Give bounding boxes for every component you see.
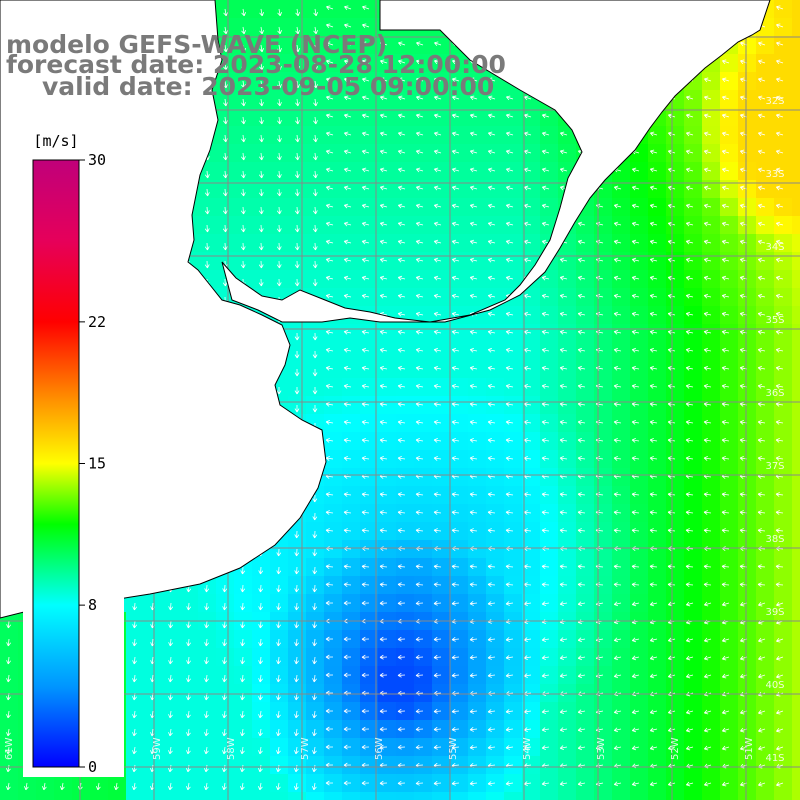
lon-label-58W: 58W bbox=[226, 737, 237, 760]
colorbar-tick-label-0: 0 bbox=[88, 758, 97, 776]
latitude-labels: 32S 33S 34S 35S 36S 37S 38S 39S 40S 41S bbox=[765, 96, 784, 764]
lat-label-41S: 41S bbox=[765, 753, 784, 764]
lon-label-51W: 51W bbox=[744, 737, 755, 760]
lat-label-32S: 32S bbox=[765, 96, 784, 107]
colorbar-unit: [m/s] bbox=[33, 132, 78, 150]
colorbar-tick-label-30: 30 bbox=[88, 151, 106, 169]
lat-label-39S: 39S bbox=[765, 607, 784, 618]
lat-label-34S: 34S bbox=[765, 242, 784, 253]
uruguay-brazil-landmass bbox=[221, 0, 771, 323]
lon-label-52W: 52W bbox=[670, 737, 681, 760]
colorbar-legend: [m/s] 30 22 15 8 0 bbox=[23, 125, 124, 777]
model-title: modelo GEFS-WAVE (NCEP) bbox=[6, 30, 388, 59]
lon-label-55W: 55W bbox=[448, 737, 459, 760]
lon-label-59W: 59W bbox=[152, 737, 163, 760]
lon-label-61W: 61W bbox=[4, 737, 15, 760]
colorbar-tick-label-22: 22 bbox=[88, 313, 106, 331]
lon-label-57W: 57W bbox=[300, 737, 311, 760]
forecast-date: forecast date: 2023-08-28 12:00:00 bbox=[6, 50, 506, 79]
colorbar-tick-label-15: 15 bbox=[88, 455, 106, 473]
colorbar-ramp bbox=[32, 159, 80, 768]
lat-label-38S: 38S bbox=[765, 534, 784, 545]
lat-label-40S: 40S bbox=[765, 680, 784, 691]
lat-label-33S: 33S bbox=[765, 169, 784, 180]
lon-label-56W: 56W bbox=[374, 737, 385, 760]
valid-date: valid date: 2023-09-05 09:00:00 bbox=[42, 72, 495, 101]
colorbar-tick-label-8: 8 bbox=[88, 596, 97, 614]
lon-label-53W: 53W bbox=[596, 737, 607, 760]
lat-label-35S: 35S bbox=[765, 315, 784, 326]
lon-label-54W: 54W bbox=[522, 737, 533, 760]
lat-label-37S: 37S bbox=[765, 461, 784, 472]
lat-label-36S: 36S bbox=[765, 388, 784, 399]
